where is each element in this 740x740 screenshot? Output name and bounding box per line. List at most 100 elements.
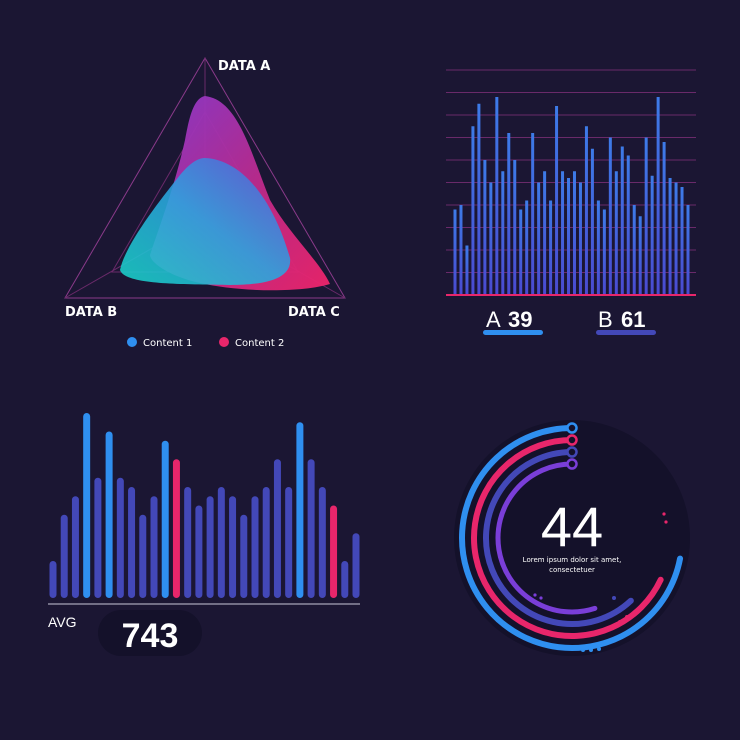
thick-bar bbox=[251, 496, 259, 598]
thin-bar bbox=[501, 171, 505, 295]
gauge-dot bbox=[625, 615, 629, 619]
thick-bar bbox=[296, 422, 304, 598]
thin-bar bbox=[465, 245, 469, 295]
gauge-ring-cap bbox=[566, 434, 578, 446]
thin-bar-grid bbox=[446, 69, 696, 273]
gauge-dot bbox=[612, 596, 616, 600]
thick-bar bbox=[307, 459, 315, 598]
gauge-ring bbox=[471, 437, 664, 639]
thin-bar bbox=[602, 209, 606, 295]
stat-b-letter: B bbox=[598, 307, 613, 332]
thick-bar bbox=[49, 561, 57, 598]
radar-chart: DATA A DATA B DATA C Content 1 Content 2 bbox=[64, 57, 346, 349]
thin-bar bbox=[567, 178, 571, 295]
gauge-ring-cap bbox=[566, 458, 578, 470]
stat-b: B 61 bbox=[596, 307, 656, 335]
thin-bar bbox=[686, 205, 690, 295]
stat-a-letter: A bbox=[486, 307, 501, 332]
thick-bar bbox=[330, 505, 338, 598]
legend-swatch-content-1 bbox=[127, 337, 137, 347]
thin-bar-chart: A 39 B 61 bbox=[446, 69, 696, 335]
thick-bar bbox=[240, 514, 248, 598]
thick-bar-series bbox=[49, 413, 360, 598]
gauge-ring bbox=[495, 461, 598, 615]
gauge-dot bbox=[618, 620, 622, 624]
stat-b-underline bbox=[596, 330, 656, 335]
thin-bar bbox=[483, 160, 487, 295]
thin-bar bbox=[555, 106, 559, 295]
thin-bar bbox=[596, 200, 600, 295]
stat-b-value: 61 bbox=[621, 307, 645, 332]
stat-a-underline bbox=[483, 330, 543, 335]
radial-gauge: 44 Lorem ipsum dolor sit amet, consectet… bbox=[454, 420, 690, 656]
gauge-dot bbox=[589, 648, 593, 652]
legend-label-content-1: Content 1 bbox=[143, 338, 192, 349]
thin-bar bbox=[507, 133, 511, 295]
thick-bar bbox=[172, 459, 180, 598]
thin-bar bbox=[459, 205, 463, 295]
thin-bar bbox=[495, 97, 499, 295]
gauge-dot bbox=[539, 596, 543, 600]
thick-bar bbox=[285, 487, 293, 598]
thin-bar bbox=[614, 171, 618, 295]
thick-bar-chart: AVG 743 bbox=[48, 413, 360, 656]
thin-bar bbox=[519, 209, 523, 295]
gauge-ring bbox=[483, 449, 634, 627]
thick-bar bbox=[352, 533, 360, 598]
thin-bar bbox=[477, 103, 481, 295]
thin-bar-series bbox=[453, 97, 690, 295]
avg-label: AVG bbox=[48, 614, 77, 630]
thin-bar bbox=[590, 148, 594, 295]
legend-label-content-2: Content 2 bbox=[235, 338, 284, 349]
thick-bar bbox=[71, 496, 79, 598]
thick-bar bbox=[195, 505, 203, 598]
thin-bar bbox=[608, 137, 612, 295]
radar-outer-triangle bbox=[64, 57, 346, 299]
thin-bar bbox=[578, 182, 582, 295]
gauge-dot bbox=[662, 512, 666, 516]
thick-bar bbox=[273, 459, 281, 598]
thick-bar bbox=[94, 477, 102, 598]
thin-bar bbox=[650, 175, 654, 295]
radar-label-data-b: DATA B bbox=[65, 305, 117, 320]
thin-bar bbox=[638, 216, 642, 295]
thick-bar bbox=[116, 477, 124, 598]
thick-bar bbox=[161, 440, 169, 598]
gauge-dot bbox=[664, 520, 668, 524]
thin-bar bbox=[537, 182, 541, 295]
gauge-ring-cap bbox=[566, 422, 578, 434]
thin-bar bbox=[620, 146, 624, 295]
gauge-decor-dots bbox=[533, 512, 668, 652]
thick-bar bbox=[262, 487, 270, 598]
thick-bar bbox=[150, 496, 158, 598]
thin-bar bbox=[632, 205, 636, 295]
gauge-caption-line-1: Lorem ipsum dolor sit amet, bbox=[523, 556, 622, 564]
thin-bar bbox=[584, 126, 588, 295]
thin-bar bbox=[549, 200, 553, 295]
gauge-caption-line-2: consectetuer bbox=[549, 566, 595, 574]
gauge-ring bbox=[459, 425, 684, 651]
thick-bar bbox=[341, 561, 349, 598]
thin-bar bbox=[513, 160, 517, 295]
gauge-ring-cap bbox=[566, 446, 578, 458]
thin-bar bbox=[543, 171, 547, 295]
thick-bar bbox=[128, 487, 136, 598]
radar-series-content-1 bbox=[120, 158, 291, 285]
gauge-dot bbox=[533, 593, 537, 597]
thin-bar bbox=[531, 133, 535, 295]
thin-bar bbox=[680, 187, 684, 295]
thick-bar bbox=[60, 514, 68, 598]
thick-bar bbox=[139, 514, 147, 598]
stat-a-value: 39 bbox=[508, 307, 532, 332]
thick-bar bbox=[229, 496, 237, 598]
gauge-rings bbox=[459, 422, 684, 651]
thin-bar bbox=[626, 155, 630, 295]
thin-bar bbox=[656, 97, 660, 295]
thin-bar bbox=[561, 171, 565, 295]
legend-swatch-content-2 bbox=[219, 337, 229, 347]
gauge-dot bbox=[581, 648, 585, 652]
thick-bar bbox=[206, 496, 214, 598]
thick-bar bbox=[217, 487, 225, 598]
thick-bar bbox=[105, 431, 113, 598]
